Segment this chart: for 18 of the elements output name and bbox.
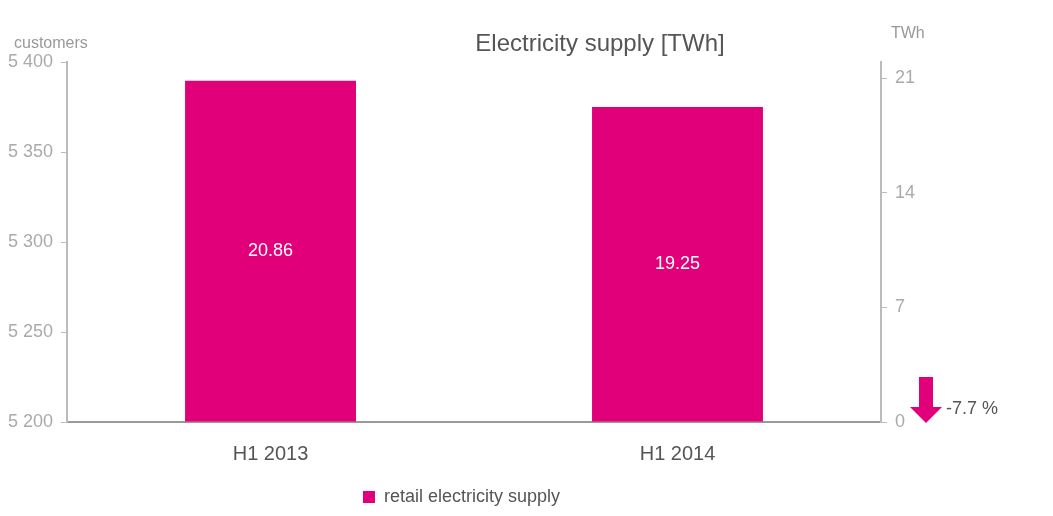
y2-tick-label: 0: [894, 410, 905, 431]
y-tick-label: 5 250: [8, 320, 54, 341]
chart-title: Electricity supply [TWh]: [475, 28, 725, 56]
y2-tick-label: 7: [894, 296, 905, 317]
text: -7.7 %: [946, 398, 999, 419]
y-tick-label: 5 200: [8, 410, 54, 431]
y-tick-label: 5 300: [8, 230, 54, 251]
data-label: 20.86: [248, 240, 294, 261]
y2-tick-label: 14: [894, 181, 916, 202]
data-label: 19.25: [654, 253, 701, 274]
y2-tick-label: 21: [894, 67, 916, 88]
y-tick-label: 5 400: [8, 50, 54, 71]
y2-axis-title: TWh: [890, 24, 925, 42]
legend-label: retail electricity supply: [383, 485, 561, 506]
x-tick-label: H1 2013: [232, 441, 309, 464]
y-tick-label: 5 350: [8, 140, 54, 161]
y-axis-title: customers: [14, 34, 88, 52]
x-tick-label: H1 2014: [639, 441, 716, 464]
